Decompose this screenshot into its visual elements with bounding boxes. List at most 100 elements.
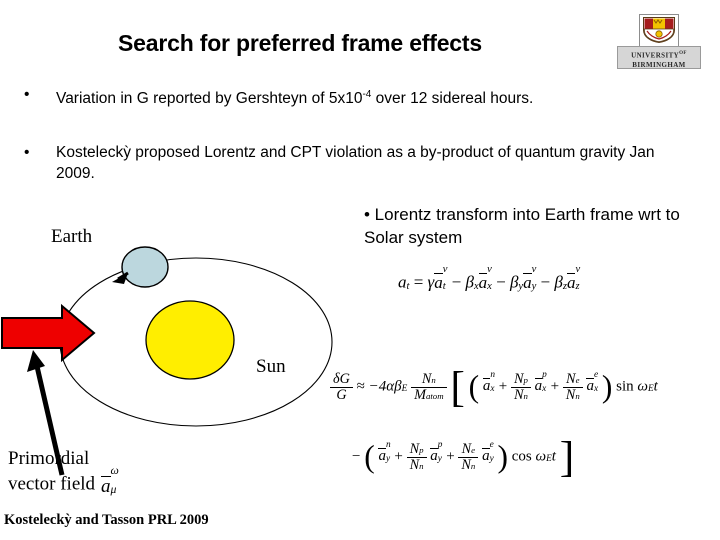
orbit-direction-arrow <box>112 271 129 284</box>
eq2-coefficient: −4αβ <box>368 378 402 395</box>
eq3-ayn-sub: y <box>385 454 391 465</box>
logo-line-1: UNIVERSITY <box>631 51 680 60</box>
eq3-ayn: a <box>378 448 386 465</box>
eq1-a0: a <box>434 272 443 292</box>
earth-shape <box>121 246 169 288</box>
eq1-gamma: γ <box>427 272 435 292</box>
sun-label: Sun <box>256 356 286 377</box>
solar-system-diagram <box>0 210 350 480</box>
eq2-open-paren: ( <box>468 369 480 404</box>
eq1-lhs: a <box>398 272 407 292</box>
eq1-minus-3: − <box>540 272 551 292</box>
eq2-plus-2: + <box>550 378 560 395</box>
eq1-ax-sub: x <box>487 280 492 292</box>
eq1-ay-sup: v <box>531 263 537 275</box>
eq2-lhs-fraction: δG G <box>330 370 353 403</box>
eq2-axe-sub: x <box>593 384 599 395</box>
eq3-close-paren: ) <box>497 439 508 474</box>
eq3-ayn-sup: n <box>385 439 391 450</box>
page-title: Search for preferred frame effects <box>118 30 482 56</box>
lorentz-transform-note: • Lorentz transform into Earth frame wrt… <box>364 205 680 247</box>
eq2-nn-num-base: N <box>421 370 432 387</box>
eq1-a0-sub: t <box>442 280 446 292</box>
bullet-1-pre: Variation in G reported by Gershteyn of … <box>56 90 363 108</box>
eq2-time: t <box>653 378 658 395</box>
eq2-nn-den-sub: atom <box>425 391 444 402</box>
vector-field-sup: ω <box>110 464 119 478</box>
eq2-omega: ω <box>637 378 648 395</box>
primordial-pointer-arrow <box>27 350 65 476</box>
logo-wordmark: UNIVERSITYOF BIRMINGHAM <box>617 46 701 69</box>
bullet-1-exponent: -4 <box>362 89 372 100</box>
eq2-plus-1: + <box>498 378 508 395</box>
eq3-ayp-sub: y <box>437 454 442 465</box>
eq2-axp-sup: p <box>542 369 547 380</box>
eq2-coefficient-sub: E <box>401 384 408 395</box>
bullet-marker: • <box>24 144 30 161</box>
eq2-close-paren: ) <box>601 369 613 404</box>
eq3-time: t <box>551 448 556 465</box>
eq2-axe: a <box>586 378 594 395</box>
eq3-minus: − <box>352 448 361 465</box>
eq2-axe-sup: e <box>593 369 599 380</box>
eq2-axn-sub: x <box>490 384 495 395</box>
eq3-close-bracket: ] <box>559 433 575 481</box>
eq1-beta-x-sub: x <box>473 280 479 292</box>
eq2-lhs-num: δG <box>333 370 350 387</box>
eq1-az-sub: z <box>575 280 580 292</box>
bullet-text-2: Kosteleckỳ proposed Lorentz and CPT viol… <box>56 144 655 182</box>
eq2-approx: ≈ <box>356 378 365 395</box>
eq3-aye-sub: y <box>489 454 494 465</box>
eq2-sin: sin <box>616 378 634 395</box>
bullet-item-2: • Kosteleckỳ proposed Lorentz and CPT vi… <box>24 142 674 184</box>
bullet-text-1: Variation in G reported by Gershteyn of … <box>56 84 704 109</box>
eq2-lhs-den: G <box>330 386 353 403</box>
eq3-aye-sup: e <box>489 439 494 450</box>
eq1-az-sup: v <box>575 263 581 275</box>
logo-line-2: BIRMINGHAM <box>632 61 686 70</box>
eq3-omega: ω <box>535 448 547 465</box>
eq1-lhs-sub: t <box>406 280 410 292</box>
eq1-beta-y: β <box>509 272 519 292</box>
eq1-beta-z-sub: z <box>562 280 567 292</box>
primordial-line-2: vector field <box>8 473 96 495</box>
eq1-beta-y-sub: y <box>518 280 524 292</box>
bullet-item-1: • Variation in G reported by Gershteyn o… <box>24 84 704 109</box>
eq1-beta-x: β <box>465 272 474 292</box>
eq2-nn-den-base: M <box>414 386 426 403</box>
eq3-omega-sub: E <box>546 454 552 465</box>
eq1-minus-2: − <box>496 272 506 292</box>
eq2-nn-num-sub: n <box>431 375 436 386</box>
eq2-open-bracket: [ <box>450 363 465 411</box>
eq2-axp-sub: x <box>542 384 547 395</box>
sun-shape <box>145 300 235 380</box>
eq1-ay: a <box>523 272 532 292</box>
vector-field-base: a <box>101 475 111 497</box>
eq2-axn: a <box>482 378 491 395</box>
eq1-ax: a <box>478 272 488 292</box>
eq2-axp: a <box>534 378 543 395</box>
primordial-line-1: Primordial <box>8 448 90 469</box>
eq2-axn-sup: n <box>490 369 496 380</box>
eq1-equals: = <box>413 272 424 292</box>
eq3-ayp-sup: p <box>437 439 443 450</box>
eq1-ax-sup: v <box>487 263 492 275</box>
bullet-1-post: over 12 sidereal hours. <box>371 90 534 108</box>
eq3-open-paren: ( <box>364 439 375 474</box>
eq3-aye: a <box>482 448 490 465</box>
